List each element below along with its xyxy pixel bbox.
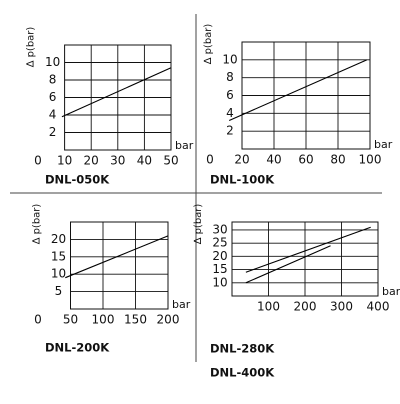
x-tick-label: 20 [234, 153, 249, 167]
y-tick-label: 8 [226, 70, 234, 84]
data-line [65, 235, 169, 279]
x-tick-label: 150 [124, 313, 147, 327]
y-tick-label: 10 [51, 267, 66, 281]
panel: 0 50 100 150 200 5 10 15 20 ∆ p(bar) bar DNL-200K [32, 204, 191, 355]
y-tick-label: 2 [226, 124, 234, 138]
chart-title: DNL-100K [210, 173, 275, 187]
x-tick-label: 40 [266, 153, 281, 167]
plot-frame [70, 221, 169, 310]
y-axis-label: ∆ p(bar) [193, 204, 204, 246]
x-tick-label: 100 [92, 313, 115, 327]
x-tick-label: 0 [34, 154, 42, 168]
y-tick-label: 30 [212, 222, 227, 236]
x-tick-label: 20 [84, 154, 99, 168]
x-tick-label: 50 [63, 313, 78, 327]
y-tick-label: 8 [49, 73, 57, 87]
y-tick-label: 15 [51, 249, 66, 263]
chart-title: DNL-200K [45, 341, 110, 355]
y-axis-label: ∆ p(bar) [32, 204, 43, 246]
y-tick-label: 20 [51, 232, 66, 246]
panel: 0 20 40 60 80 100 2 4 6 8 10 ∆ p(bar) bar DNL-100K [203, 24, 393, 187]
x-axis-label: bar [374, 138, 393, 151]
x-tick-label: 40 [137, 154, 152, 168]
x-tick-label: 200 [294, 300, 317, 314]
x-tick-label: 200 [157, 313, 180, 327]
y-tick-label: 5 [55, 284, 63, 298]
y-tick-label: 10 [45, 55, 60, 69]
y-tick-label: 4 [49, 108, 57, 122]
data-line [245, 226, 371, 273]
panel: 0 10 20 30 40 50 2 4 6 8 10 ∆ p(bar) bar DNL-050K [26, 27, 194, 187]
y-tick-label: 10 [212, 275, 227, 289]
y-axis-label: ∆ p(bar) [203, 24, 214, 66]
x-tick-label: 300 [330, 300, 353, 314]
x-tick-label: 80 [330, 153, 345, 167]
y-tick-label: 2 [49, 125, 57, 139]
x-axis-label: bar [172, 298, 191, 311]
x-axis-label: bar [382, 285, 400, 298]
series-label: DNL-400K [210, 366, 275, 380]
x-tick-label: 100 [359, 153, 382, 167]
x-tick-label: 400 [367, 300, 390, 314]
y-tick-label: 20 [212, 249, 227, 263]
data-line [245, 245, 331, 284]
x-tick-label: 0 [34, 313, 42, 327]
x-tick-label: 0 [206, 153, 214, 167]
series-label: DNL-280K [210, 342, 275, 356]
x-tick-label: 100 [257, 300, 280, 314]
y-tick-label: 25 [212, 236, 227, 250]
data-line [61, 67, 172, 118]
y-tick-label: 15 [212, 262, 227, 276]
y-axis-label: ∆ p(bar) [26, 27, 37, 69]
x-tick-label: 60 [298, 153, 313, 167]
y-tick-label: 6 [49, 90, 57, 104]
x-tick-label: 10 [57, 154, 72, 168]
y-tick-label: 4 [226, 106, 234, 120]
chart-title: DNL-050K [45, 173, 110, 187]
y-tick-label: 6 [226, 88, 234, 102]
x-axis-label: bar [175, 139, 194, 152]
y-tick-label: 10 [222, 52, 237, 66]
x-tick-label: 50 [163, 154, 178, 168]
data-line [228, 59, 368, 121]
x-tick-label: 30 [110, 154, 125, 168]
